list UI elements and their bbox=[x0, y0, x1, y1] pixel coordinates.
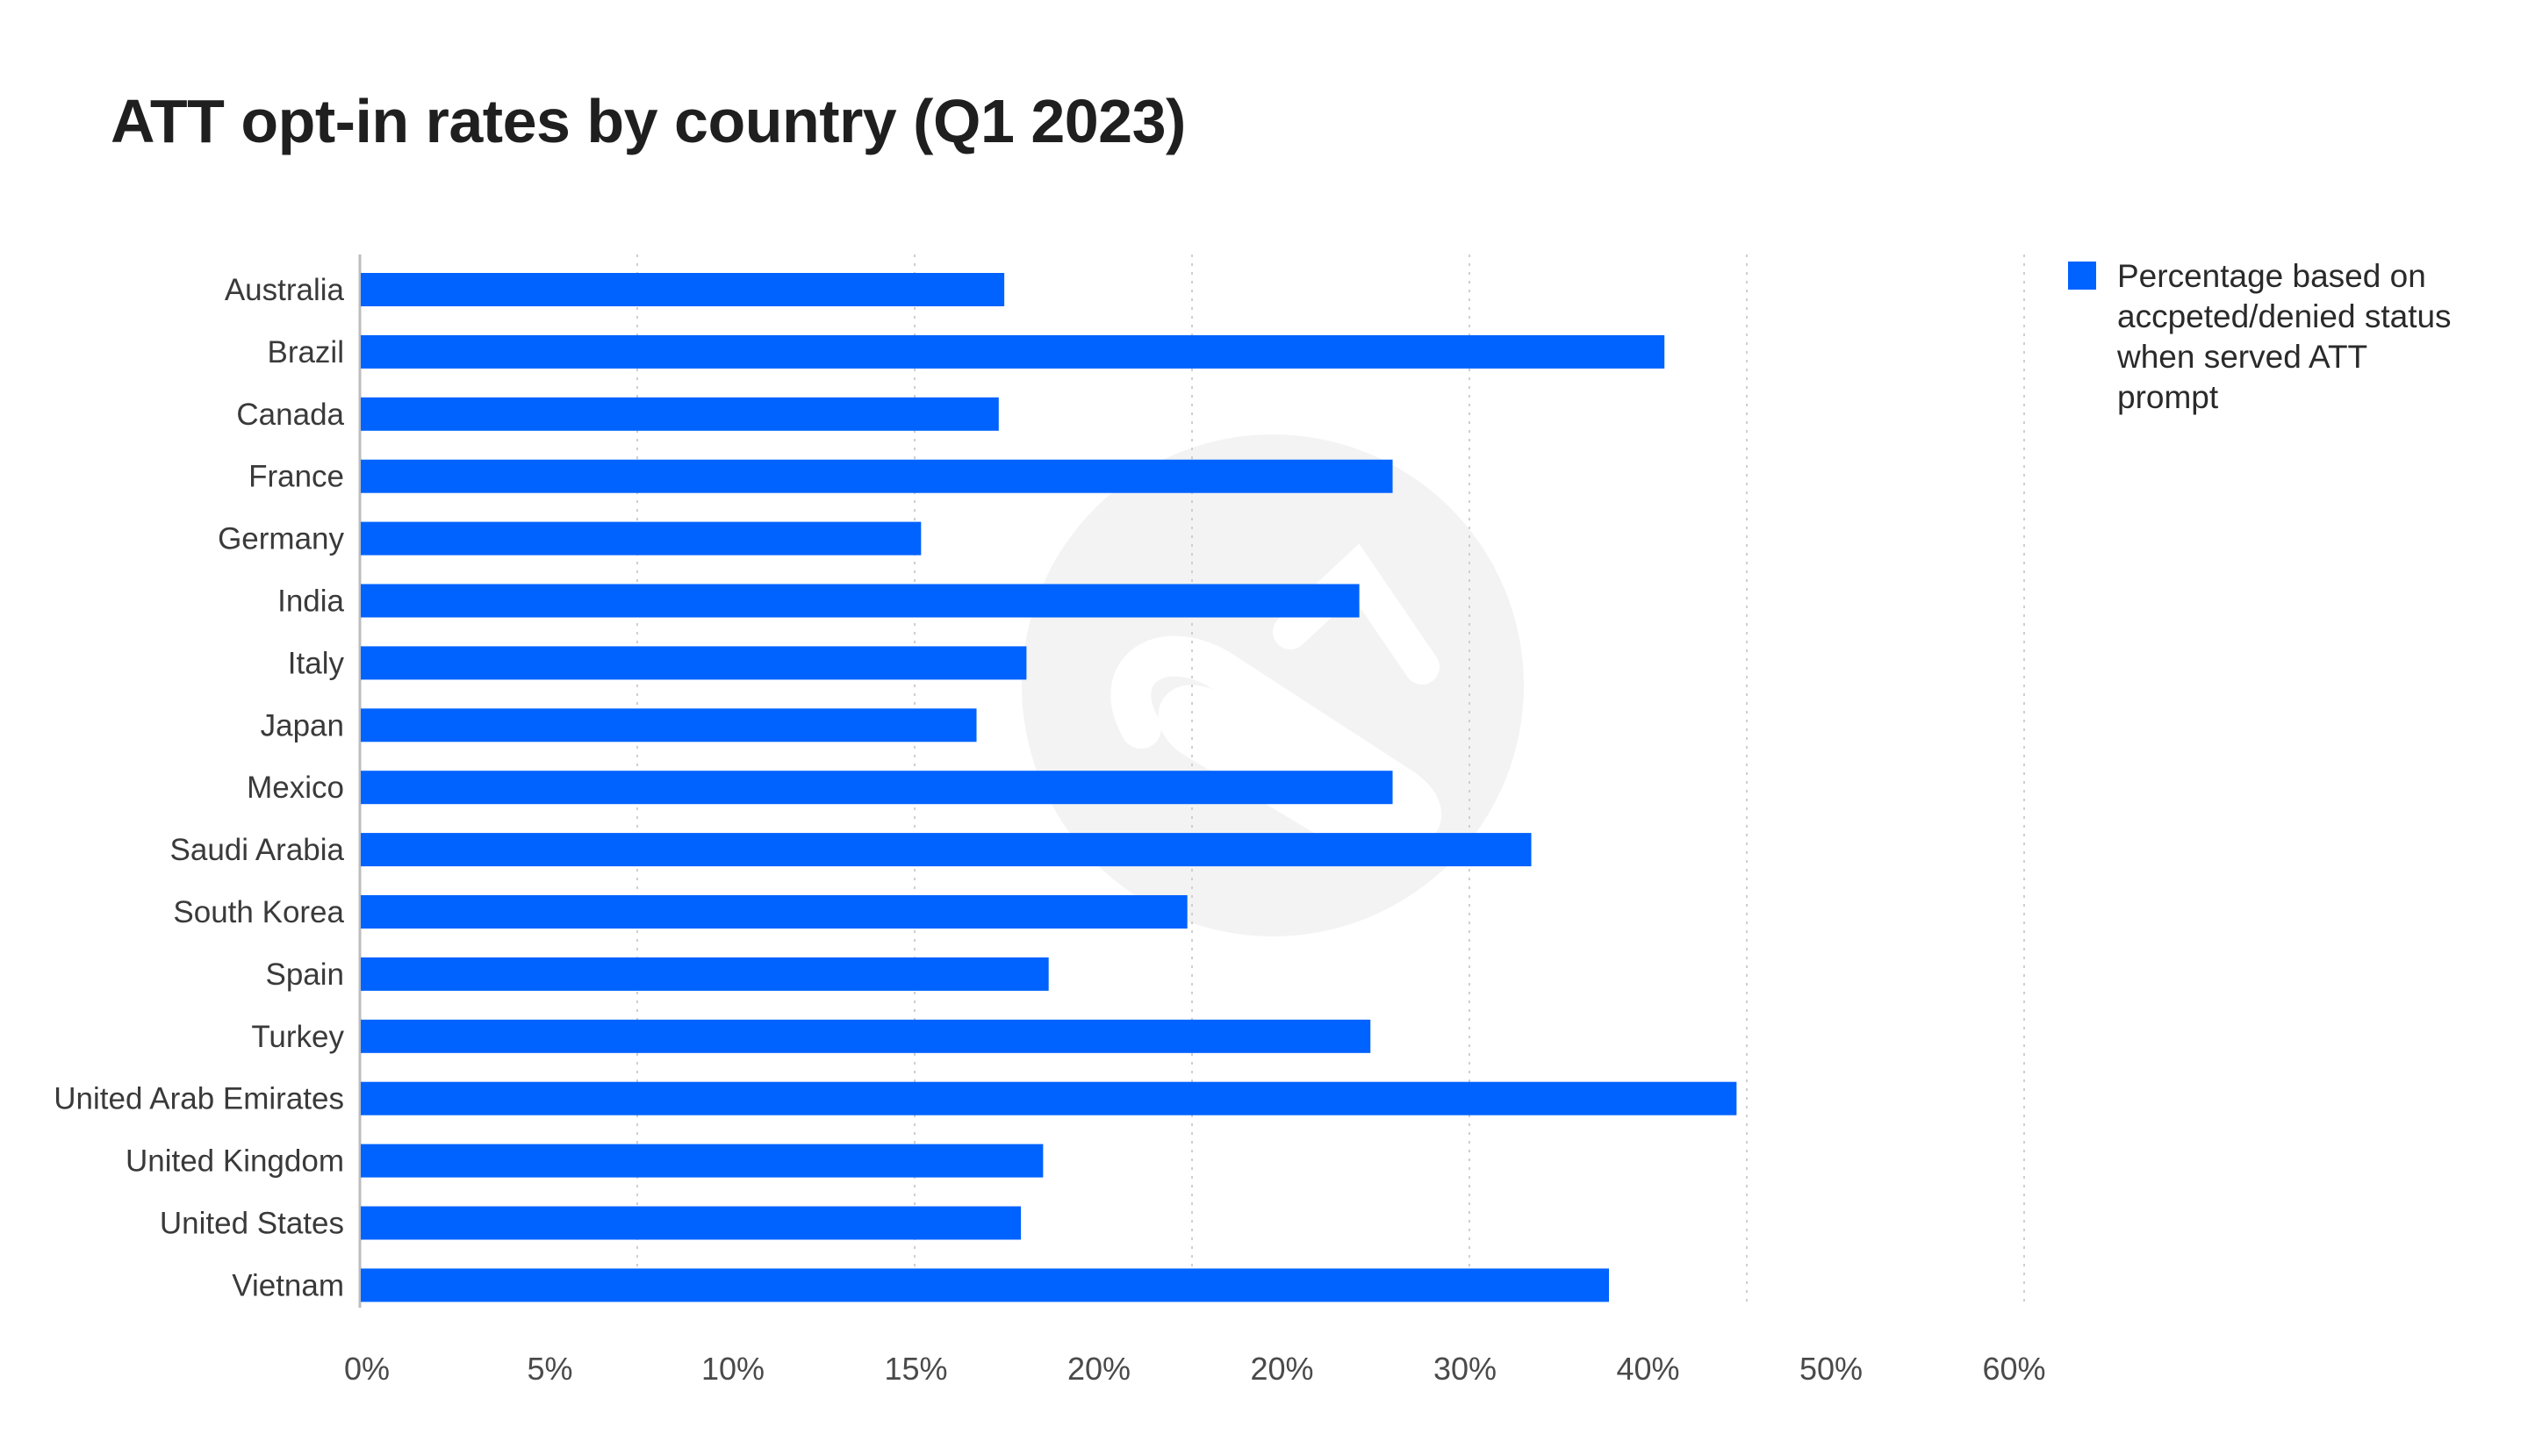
category-label: United Arab Emirates bbox=[54, 1082, 344, 1116]
category-label: Germany bbox=[218, 522, 344, 556]
category-label: Italy bbox=[288, 646, 345, 680]
category-labels: Australia Brazil Canada France Germany India I… bbox=[54, 273, 344, 1302]
x-tick-label: 0% bbox=[344, 1351, 390, 1387]
watermark bbox=[1022, 434, 1524, 936]
category-label: France bbox=[248, 460, 344, 494]
bar-vietnam bbox=[361, 1268, 1609, 1302]
bar-brazil bbox=[361, 334, 1665, 369]
category-label: South Korea bbox=[173, 895, 344, 929]
gridlines bbox=[636, 255, 2025, 1308]
x-tick-label: 50% bbox=[1799, 1351, 1863, 1387]
chart-title: ATT opt-in rates by country (Q1 2023) bbox=[111, 87, 1186, 155]
bars bbox=[361, 273, 1737, 1302]
bar-south-korea bbox=[361, 895, 1188, 929]
x-tick-label: 20% bbox=[1250, 1351, 1313, 1387]
x-tick-label: 30% bbox=[1433, 1351, 1497, 1387]
bar-france bbox=[361, 459, 1393, 493]
category-label: United Kingdom bbox=[126, 1144, 344, 1179]
bar-united-kingdom bbox=[361, 1144, 1044, 1178]
category-label: Turkey bbox=[251, 1020, 344, 1054]
category-label: Mexico bbox=[247, 771, 344, 805]
category-label: United States bbox=[160, 1207, 344, 1241]
bar-spain bbox=[361, 957, 1049, 991]
legend-label: Percentage based on accpeted/denied stat… bbox=[2117, 258, 2452, 415]
x-tick-label: 60% bbox=[1982, 1351, 2045, 1387]
category-label: Vietnam bbox=[232, 1268, 344, 1302]
category-label: Spain bbox=[265, 958, 344, 992]
category-label: Australia bbox=[225, 273, 345, 307]
bar-japan bbox=[361, 708, 977, 742]
x-tick-label: 40% bbox=[1616, 1351, 1679, 1387]
legend: Percentage based on accpeted/denied stat… bbox=[2068, 256, 2468, 418]
x-tick-label: 20% bbox=[1067, 1351, 1131, 1387]
bar-australia bbox=[361, 273, 1005, 306]
category-label: India bbox=[277, 585, 344, 619]
bar-turkey bbox=[361, 1019, 1371, 1053]
bar-united-states bbox=[361, 1206, 1022, 1240]
x-tick-labels: 0% 5% 10% 15% 20% 20% 30% 40% 50% 60% bbox=[344, 1351, 2046, 1387]
legend-swatch bbox=[2068, 262, 2096, 290]
logo-watermark-mark bbox=[1110, 635, 1441, 863]
bar-united-arab-emirates bbox=[361, 1081, 1737, 1115]
bar-india bbox=[361, 584, 1360, 618]
bar-saudi-arabia bbox=[361, 833, 1532, 867]
x-tick-label: 10% bbox=[701, 1351, 765, 1387]
category-label: Saudi Arabia bbox=[170, 833, 345, 867]
category-label: Canada bbox=[236, 398, 344, 432]
x-tick-label: 15% bbox=[884, 1351, 947, 1387]
category-label: Brazil bbox=[267, 335, 344, 369]
bar-italy bbox=[361, 646, 1027, 680]
x-tick-label: 5% bbox=[527, 1351, 572, 1387]
category-label: Japan bbox=[261, 708, 344, 742]
bar-mexico bbox=[361, 771, 1393, 805]
bar-germany bbox=[361, 521, 922, 556]
bar-canada bbox=[361, 397, 999, 431]
